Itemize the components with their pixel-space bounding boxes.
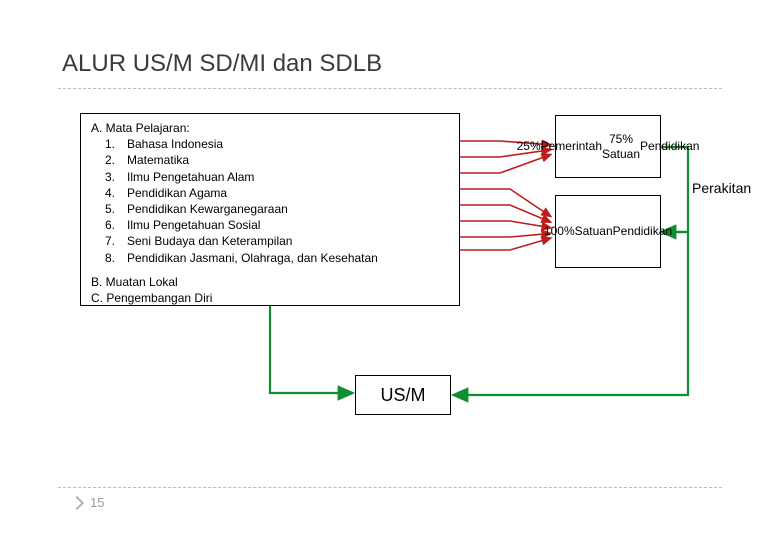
- section-a-label: A. Mata Pelajaran:: [91, 120, 449, 136]
- box-100-percent: 100%SatuanPendidikan: [555, 195, 661, 268]
- box-25-percent: 25%Pemerintah75% SatuanPendidikan: [555, 115, 661, 178]
- page-title: ALUR US/M SD/MI dan SDLB: [62, 50, 382, 78]
- subject-list: 1. Bahasa Indonesia2. Matematika3. Ilmu …: [91, 136, 449, 266]
- divider-bottom: [58, 487, 722, 488]
- section-c: C. Pengembangan Diri: [91, 290, 449, 306]
- subject-item: 6. Ilmu Pengetahuan Sosial: [105, 217, 449, 233]
- subject-item: 5. Pendidikan Kewarganegaraan: [105, 201, 449, 217]
- subject-item: 7. Seni Budaya dan Keterampilan: [105, 233, 449, 249]
- section-b: B. Muatan Lokal: [91, 274, 449, 290]
- subjects-box: A. Mata Pelajaran: 1. Bahasa Indonesia2.…: [80, 113, 460, 306]
- subject-item: 1. Bahasa Indonesia: [105, 136, 449, 152]
- page-number: 15: [90, 495, 104, 510]
- subject-item: 3. Ilmu Pengetahuan Alam: [105, 169, 449, 185]
- divider-top: [58, 88, 722, 89]
- subject-item: 2. Matematika: [105, 152, 449, 168]
- perakitan-label: Perakitan: [692, 180, 751, 196]
- subject-item: 8. Pendidikan Jasmani, Olahraga, dan Kes…: [105, 250, 449, 266]
- usm-box: US/M: [355, 375, 451, 415]
- subject-item: 4. Pendidikan Agama: [105, 185, 449, 201]
